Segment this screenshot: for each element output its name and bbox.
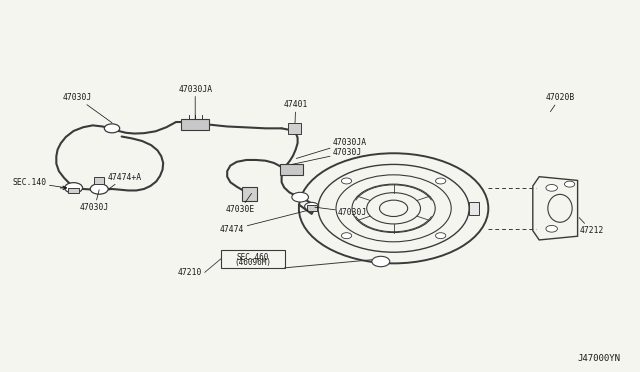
Text: (46096M): (46096M) [234, 258, 271, 267]
Circle shape [436, 178, 446, 184]
Text: SEC.140: SEC.140 [13, 178, 67, 188]
Circle shape [104, 124, 120, 133]
Circle shape [341, 178, 351, 184]
Circle shape [292, 192, 308, 202]
Text: 47210: 47210 [177, 268, 202, 277]
Bar [280, 164, 303, 175]
Bar [469, 202, 479, 215]
Text: 47030JA: 47030JA [178, 85, 212, 119]
Text: SEC.460: SEC.460 [237, 253, 269, 262]
Circle shape [90, 184, 108, 194]
Text: 47401: 47401 [284, 100, 308, 123]
Bar [288, 123, 301, 134]
Text: J47000YN: J47000YN [578, 354, 621, 363]
Text: 47474: 47474 [220, 210, 308, 234]
Circle shape [546, 185, 557, 191]
Circle shape [436, 233, 446, 239]
Circle shape [564, 181, 575, 187]
Bar [221, 250, 285, 268]
Text: 47030J: 47030J [292, 148, 362, 164]
Circle shape [546, 225, 557, 232]
Circle shape [65, 183, 83, 193]
Text: 47030J: 47030J [80, 190, 109, 212]
Bar [181, 119, 209, 130]
Text: 47474+A: 47474+A [108, 173, 142, 189]
Bar [68, 188, 79, 193]
Circle shape [372, 256, 390, 267]
Text: 47212: 47212 [579, 218, 604, 235]
Text: 47030J: 47030J [62, 93, 112, 123]
Text: 47020B: 47020B [545, 93, 575, 112]
Circle shape [341, 233, 351, 239]
Circle shape [305, 202, 319, 211]
Text: 47030E: 47030E [225, 193, 255, 214]
Bar [94, 177, 104, 184]
Text: 47030JA: 47030JA [296, 138, 367, 158]
Bar [307, 205, 317, 211]
Text: 47030J: 47030J [315, 207, 367, 217]
Bar [242, 187, 257, 201]
